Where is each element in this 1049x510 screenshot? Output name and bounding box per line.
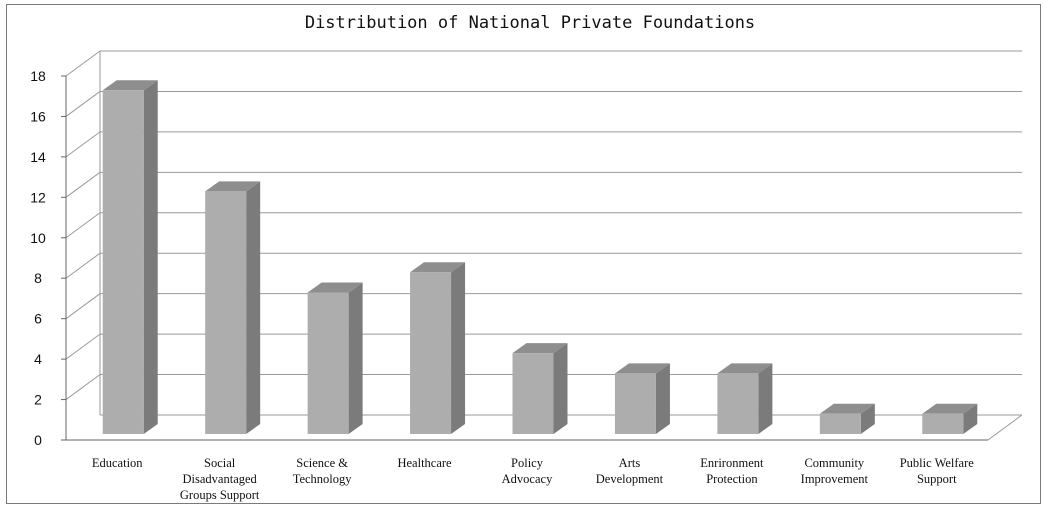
bar-front [819, 413, 861, 434]
bar-side [553, 343, 568, 434]
bar-top [614, 363, 670, 374]
gridline-diagonal [65, 131, 101, 158]
gridline-diagonal [65, 50, 101, 77]
y-tick-label: 4 [34, 351, 42, 367]
y-tick-label: 8 [34, 270, 42, 286]
x-category-label: Public Welfare [900, 456, 975, 470]
bar [410, 262, 466, 434]
bar-front [512, 353, 554, 434]
bar-top [205, 181, 261, 192]
x-category-label: Enrironment [700, 456, 764, 470]
chart-title: Distribution of National Private Foundat… [305, 13, 755, 33]
bar-top [922, 403, 978, 414]
gridline-diagonal [65, 252, 101, 279]
bar [717, 363, 773, 434]
x-category-label: Groups Support [180, 488, 260, 502]
bar [922, 403, 978, 434]
bar [307, 282, 363, 434]
bar-front [614, 373, 656, 434]
bar [614, 363, 670, 434]
gridline-diagonal [65, 171, 101, 198]
x-category-label: Advocacy [502, 472, 553, 486]
x-category-label: Social [204, 456, 236, 470]
x-category-label: Development [596, 472, 664, 486]
bar-top [410, 262, 466, 273]
y-tick-label: 18 [30, 68, 46, 84]
bar-side [758, 363, 773, 434]
gridline-diagonal [65, 374, 101, 400]
bars [102, 80, 978, 434]
x-category-label: Policy [511, 456, 544, 470]
bar-top [717, 363, 773, 374]
bar-front [410, 272, 452, 434]
bar-side [246, 181, 261, 434]
bar-front [307, 292, 349, 434]
bar-front [102, 90, 144, 434]
gridline-diagonal [65, 212, 101, 239]
x-category-label: Arts [619, 456, 641, 470]
x-category-label: Support [917, 472, 957, 486]
bar-side [860, 403, 875, 434]
bar-front [922, 413, 964, 434]
y-tick-label: 2 [34, 392, 42, 408]
x-category-label: Community [804, 456, 864, 470]
y-tick-label: 10 [30, 230, 46, 246]
bar [819, 403, 875, 434]
bar-front [205, 191, 247, 434]
gridline-diagonal [65, 293, 101, 320]
gridline-diagonal [65, 333, 101, 360]
y-tick-label: 0 [34, 432, 42, 448]
x-category-label: Protection [706, 472, 758, 486]
bar [205, 181, 261, 434]
bar-side [143, 80, 158, 434]
x-category-label: Technology [293, 472, 353, 486]
bar-side [655, 363, 670, 434]
bar-front [717, 373, 759, 434]
bar-top [307, 282, 363, 293]
bar [512, 343, 568, 434]
bar-top [819, 403, 875, 414]
bar-top [512, 343, 568, 354]
y-axis-ticks: 0 2 4 6 8 10 12 14 16 18 [30, 68, 46, 448]
bar-top [102, 80, 158, 91]
y-tick-label: 14 [30, 149, 46, 165]
floor-right-edge [987, 414, 1023, 441]
bar-side [348, 282, 363, 434]
y-tick-label: 16 [30, 108, 46, 124]
x-axis-labels: Education Social Disadvantaged Groups Suppo… [92, 456, 974, 502]
x-category-label: Disadvantaged [183, 472, 258, 486]
bar-side [451, 262, 466, 434]
y-tick-label: 6 [34, 311, 42, 327]
bar-side [963, 403, 978, 434]
gridline-diagonal [65, 91, 101, 117]
x-category-label: Healthcare [397, 456, 452, 470]
x-category-label: Improvement [801, 472, 869, 486]
bar [102, 80, 158, 434]
x-category-label: Education [92, 456, 143, 470]
y-tick-label: 12 [30, 189, 46, 205]
x-category-label: Science & [296, 456, 348, 470]
